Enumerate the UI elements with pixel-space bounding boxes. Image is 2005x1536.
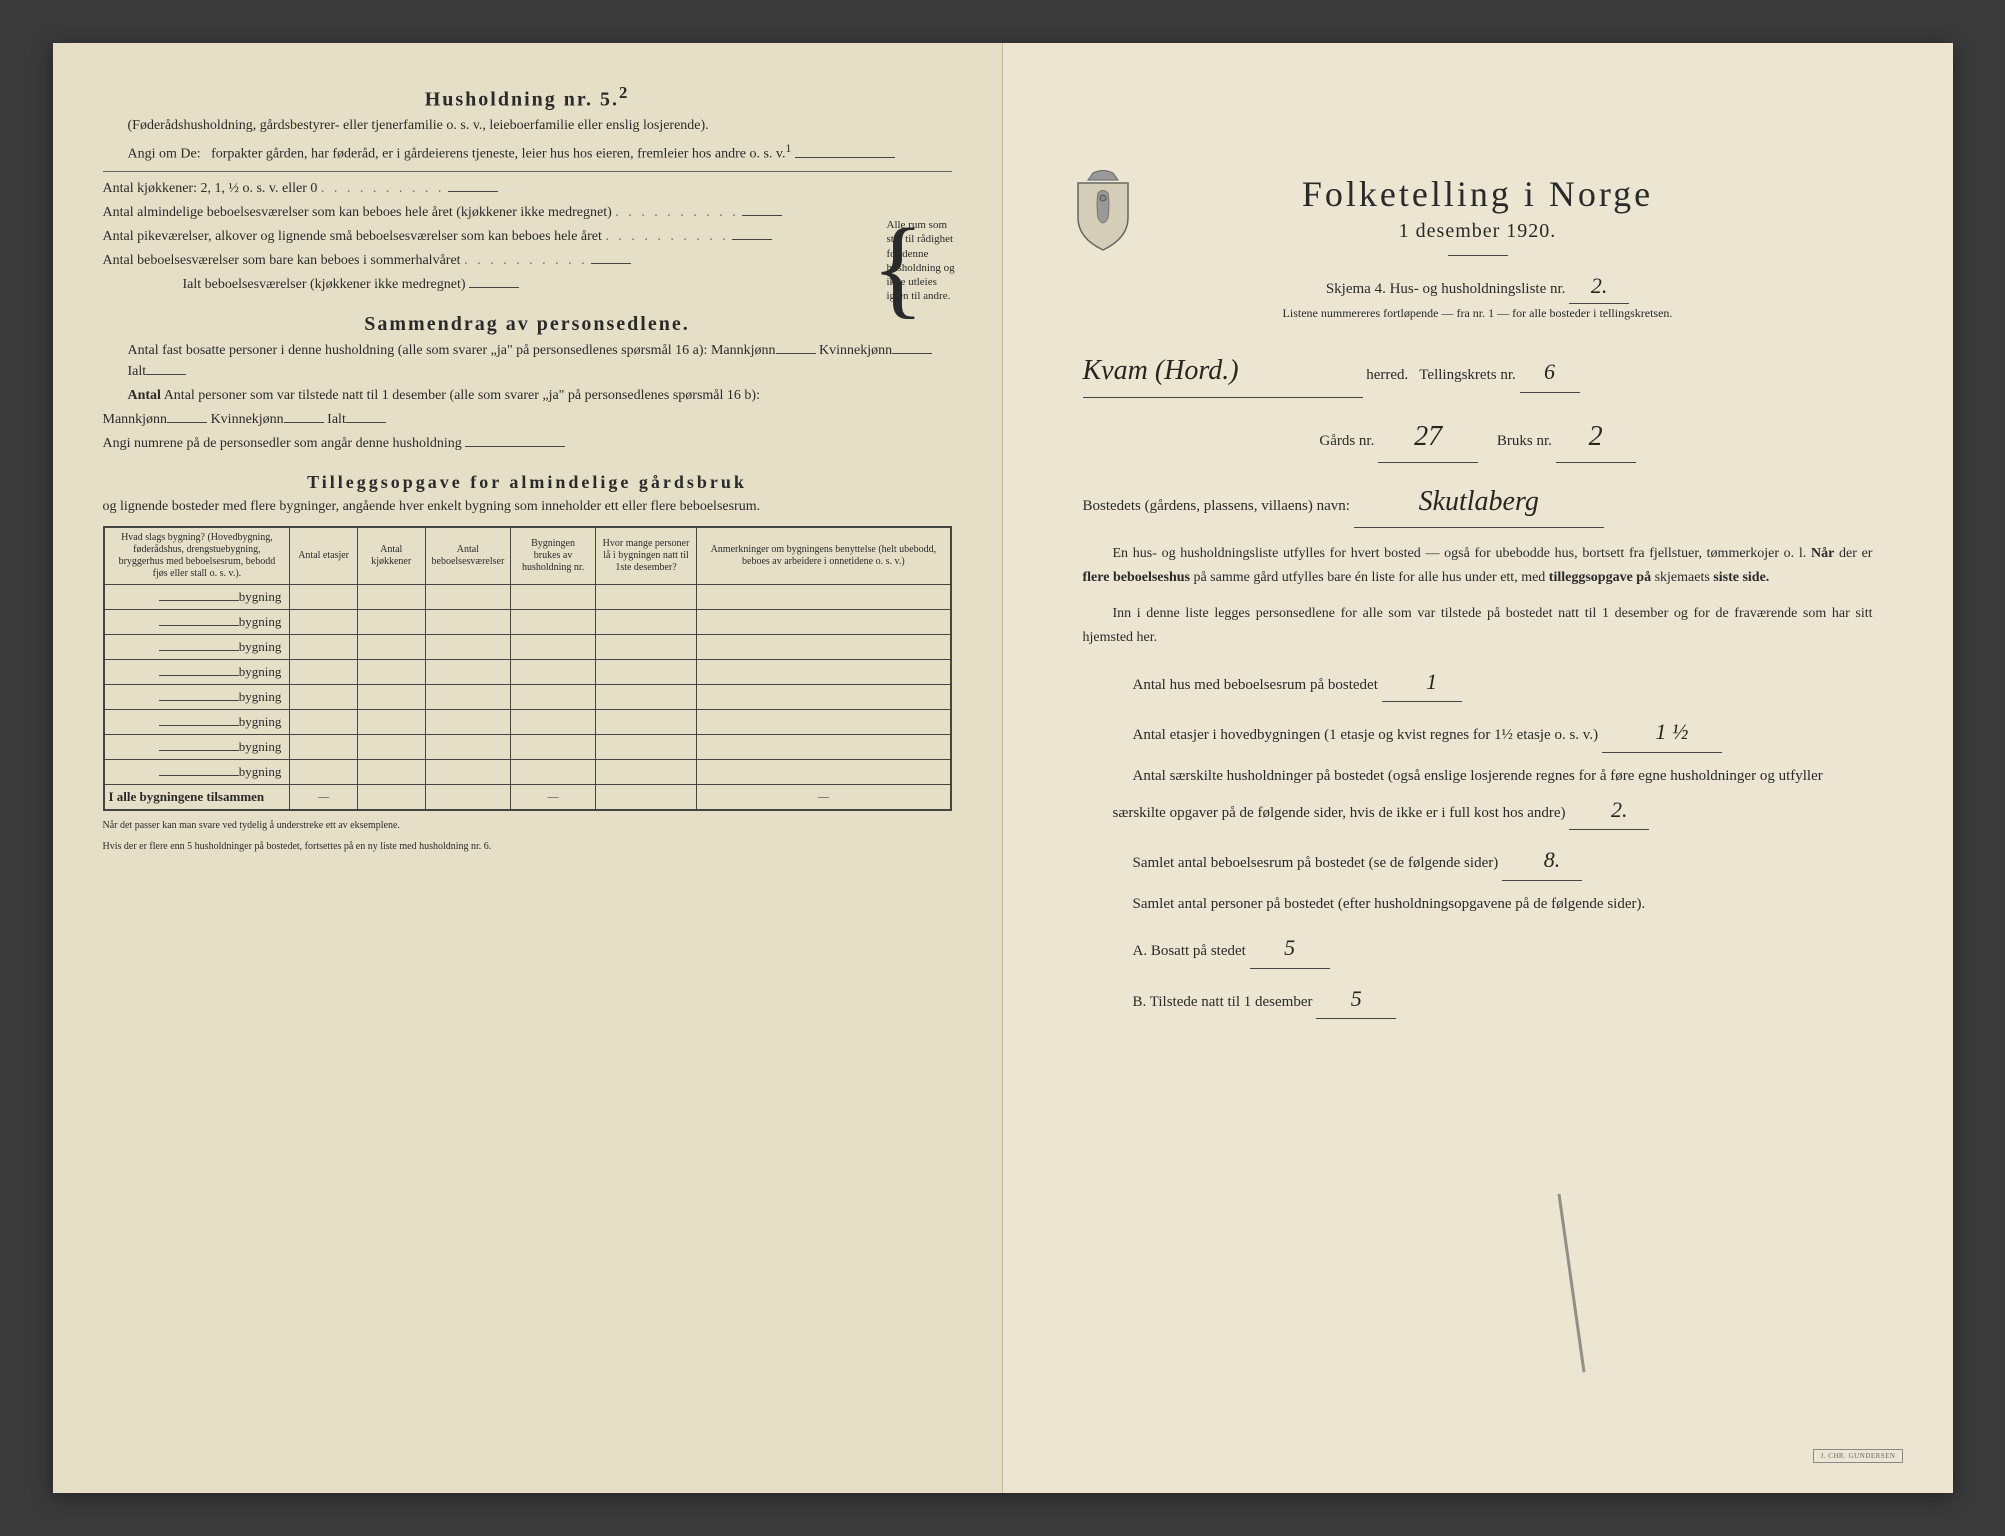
summary-text-1: Antal fast bosatte personer i denne hush…: [103, 340, 952, 382]
gards-row: Gårds nr. 27 Bruks nr. 2: [1083, 412, 1873, 463]
date-line: 1 desember 1920.: [1053, 220, 1903, 243]
th-personer: Hvor mange personer lå i bygningen natt …: [595, 528, 696, 585]
row-label-cell: bygning: [104, 735, 290, 760]
body-text-1: En hus- og husholdningsliste utfylles fo…: [1083, 542, 1873, 590]
th-etasjer: Antal etasjer: [290, 528, 358, 585]
building-table: Hvad slags bygning? (Hovedbygning, føder…: [103, 526, 952, 811]
liste-note: Listene nummereres fortløpende — fra nr.…: [1053, 306, 1903, 321]
footer-dash-3: —: [697, 785, 950, 810]
table-row: bygning: [104, 735, 950, 760]
rooms-line-1: Antal almindelige beboelsesværelser som …: [103, 202, 952, 223]
rooms-line-3: Antal beboelsesværelser som bare kan beb…: [103, 250, 952, 271]
row-label-cell: bygning: [104, 760, 290, 785]
row-label-cell: bygning: [104, 635, 290, 660]
th-bygning: Hvad slags bygning? (Hovedbygning, føder…: [104, 528, 290, 585]
table-row: bygning: [104, 760, 950, 785]
row-label-cell: bygning: [104, 585, 290, 610]
census-document: Husholdning nr. 5.2 (Føderådshusholdning…: [53, 43, 1953, 1493]
stat-rooms: Samlet antal beboelsesrum på bostedet (s…: [1113, 840, 1843, 881]
left-page: Husholdning nr. 5.2 (Føderådshusholdning…: [53, 43, 1003, 1493]
rooms-line-2: Antal pikeværelser, alkover og lignende …: [103, 226, 952, 247]
row-label-cell: bygning: [104, 610, 290, 635]
stat-houses: Antal hus med beboelsesrum på bostedet 1: [1113, 662, 1843, 703]
row-label-cell: bygning: [104, 660, 290, 685]
row-label-cell: bygning: [104, 710, 290, 735]
table-row: bygning: [104, 710, 950, 735]
side-brace-note: { Alle rum som står til rådighet for den…: [887, 218, 957, 304]
rooms-total: Ialt beboelsesværelser (kjøkkener ikke m…: [103, 274, 952, 295]
bosted-row: Bostedets (gårdens, plassens, villaens) …: [1083, 477, 1873, 528]
stat-households: Antal særskilte husholdninger på bostede…: [1113, 763, 1843, 831]
sub-a: A. Bosatt på stedet 5: [1133, 928, 1823, 969]
main-title: Folketelling i Norge: [1053, 173, 1903, 215]
th-anmerk: Anmerkninger om bygningens benyttelse (h…: [697, 528, 950, 585]
para-tillegg: og lignende bosteder med flere bygninger…: [103, 497, 952, 517]
heading-tillegg: Tilleggsopgave for almindelige gårdsbruk: [103, 472, 952, 493]
pencil-mark: [1557, 1194, 1585, 1373]
table-row: bygning: [104, 585, 950, 610]
table-row: bygning: [104, 660, 950, 685]
table-footer-row: I alle bygningene tilsammen — — —: [104, 785, 950, 810]
para-federad: (Føderådshusholdning, gårdsbestyrer- ell…: [103, 116, 952, 136]
th-brukes: Bygningen brukes av husholdning nr.: [511, 528, 596, 585]
table-row: bygning: [104, 610, 950, 635]
footer-label: I alle bygningene tilsammen: [104, 785, 290, 810]
coat-of-arms-icon: [1068, 168, 1138, 253]
footer-dash-2: —: [511, 785, 596, 810]
heading-household: Husholdning nr. 5.2: [103, 83, 952, 112]
para-angi: Angi om De: forpakter gården, har føderå…: [103, 141, 952, 164]
divider: [1448, 255, 1508, 256]
footnote-1: Når det passer kan man svare ved tydelig…: [103, 819, 952, 832]
stat-floors: Antal etasjer i hovedbygningen (1 etasje…: [1113, 712, 1843, 753]
summary-text-3: Angi numrene på de personsedler som angå…: [103, 433, 952, 454]
table-row: bygning: [104, 685, 950, 710]
summary-text-2: Antal Antal personer som var tilstede na…: [103, 385, 952, 406]
sub-b: B. Tilstede natt til 1 desember 5: [1133, 979, 1823, 1020]
herred-row: Kvam (Hord.) herred. Tellingskrets nr. 6: [1083, 346, 1873, 397]
footer-dash: —: [290, 785, 358, 810]
stat-persons: Samlet antal personer på bostedet (efter…: [1113, 891, 1843, 918]
body-text-2: Inn i denne liste legges personsedlene f…: [1083, 602, 1873, 650]
th-kjokken: Antal kjøkkener: [357, 528, 425, 585]
heading-summary: Sammendrag av personsedlene.: [103, 313, 952, 336]
row-label-cell: bygning: [104, 685, 290, 710]
kitchen-line: Antal kjøkkener: 2, 1, ½ o. s. v. eller …: [103, 178, 952, 199]
table-row: bygning: [104, 635, 950, 660]
th-beboelse: Antal beboelsesværelser: [425, 528, 511, 585]
footnote-2: Hvis der er flere enn 5 husholdninger på…: [103, 840, 952, 853]
skjema-line: Skjema 4. Hus- og husholdningsliste nr. …: [1053, 268, 1903, 304]
printer-stamp: J. CHR. GUNDERSEN: [1813, 1449, 1902, 1463]
summary-text-2b: Mannkjønn Kvinnekjønn Ialt: [103, 409, 952, 430]
right-page: Folketelling i Norge 1 desember 1920. Sk…: [1003, 43, 1953, 1493]
table-header-row: Hvad slags bygning? (Hovedbygning, føder…: [104, 528, 950, 585]
